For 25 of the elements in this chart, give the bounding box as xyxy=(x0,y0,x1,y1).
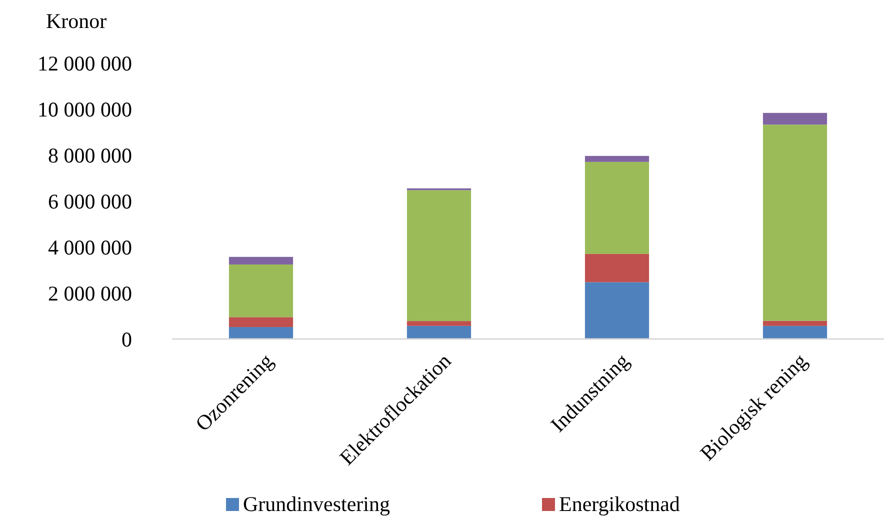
legend-label: Grundinvestering xyxy=(243,492,390,516)
bar xyxy=(228,317,294,328)
y-tick-label: 12 000 000 xyxy=(38,51,132,76)
y-tick-label: 4 000 000 xyxy=(48,235,132,260)
bar xyxy=(406,321,472,326)
y-tick-label: 10 000 000 xyxy=(38,97,132,122)
bar xyxy=(762,326,828,339)
y-tick-label: 2 000 000 xyxy=(48,281,132,306)
bar xyxy=(762,320,828,326)
bar xyxy=(584,156,650,162)
y-tick-label: 6 000 000 xyxy=(48,189,132,214)
bar xyxy=(762,112,828,125)
bar xyxy=(584,162,650,254)
bar xyxy=(584,254,650,282)
bar xyxy=(584,282,650,339)
bar xyxy=(762,124,828,321)
bar xyxy=(228,256,294,264)
bar xyxy=(406,190,472,322)
legend-label: Energikostnad xyxy=(559,492,680,516)
y-tick-label: 8 000 000 xyxy=(48,143,132,168)
y-tick-label: 0 xyxy=(122,327,132,352)
bar xyxy=(406,326,472,339)
bar xyxy=(228,327,294,339)
y-axis-title: Kronor xyxy=(46,9,107,33)
bar xyxy=(228,264,294,318)
